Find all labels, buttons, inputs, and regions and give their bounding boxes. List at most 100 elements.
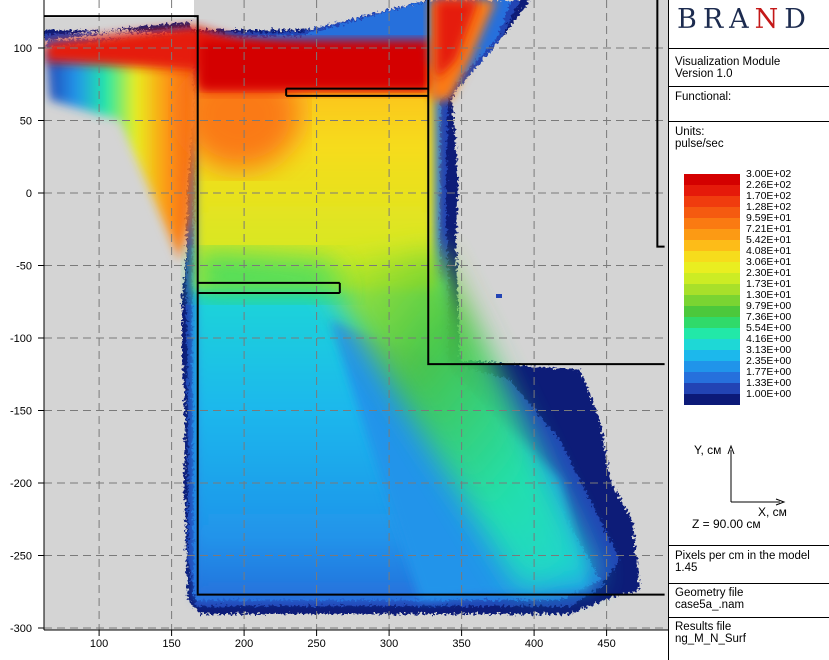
flux-plot[interactable]: 100 50 0 -50 -100 -150 -200 -250 -300 100 150 200 25… — [0, 0, 668, 660]
grid — [44, 0, 668, 640]
y-tick-label: -100 — [10, 333, 32, 345]
y-arrow-head — [727, 444, 735, 455]
divider — [669, 617, 829, 618]
units-section: Units: pulse/sec — [669, 124, 829, 152]
x-axis-band — [0, 630, 668, 660]
results-section: Results file ng_M_N_Surf — [669, 619, 829, 647]
flux-region-red-core — [200, 40, 430, 88]
brand-text-accent: N — [754, 4, 785, 35]
legend-label: 7.36E+00 — [746, 311, 792, 323]
x-axis-label: X, см — [758, 505, 787, 519]
geometry-wall — [427, 0, 665, 366]
legend-label: 1.28E+02 — [746, 201, 792, 213]
flux-region-left-corridor — [46, 36, 196, 260]
legend-label: 2.35E+00 — [746, 355, 792, 367]
legend-swatch — [684, 207, 740, 218]
legend-label: 7.21E+01 — [746, 223, 792, 235]
legend-swatch — [684, 273, 740, 284]
y-tick-label: -150 — [10, 406, 32, 418]
axes-indicator: Y, см X, см Z = 90.00 см — [692, 443, 787, 531]
y-axis-band — [0, 0, 44, 660]
units-label: Units: — [675, 126, 705, 138]
legend-swatch — [684, 361, 740, 372]
geometry-outline — [44, 0, 665, 596]
legend-swatch — [684, 372, 740, 383]
x-tick-label: 100 — [90, 638, 108, 650]
legend-label: 1.77E+00 — [746, 366, 792, 378]
legend-label: 5.42E+01 — [746, 234, 792, 246]
units-value: pulse/sec — [675, 138, 724, 150]
legend-label: 3.00E+02 — [746, 168, 792, 180]
x-tick-label: 350 — [452, 638, 470, 650]
legend-label: 1.70E+02 — [746, 190, 792, 202]
legend-label: 2.26E+02 — [746, 179, 792, 191]
y-tick-label: 0 — [26, 188, 32, 200]
legend-swatch — [684, 240, 740, 251]
legend-label: 4.16E+00 — [746, 333, 792, 345]
legend-swatch — [684, 339, 740, 350]
y-tick-label: -50 — [16, 261, 32, 273]
legend-swatch — [684, 196, 740, 207]
x-tick-label: 250 — [307, 638, 325, 650]
z-value: Z = 90.00 см — [692, 517, 761, 531]
module-name: Visualization Module — [675, 56, 781, 68]
flux-field — [44, 0, 640, 614]
legend-swatch — [684, 383, 740, 394]
brand-text-1: BRA — [677, 4, 755, 35]
flux-region-green — [196, 250, 350, 300]
legend-swatch — [684, 218, 740, 229]
x-tick-label: 150 — [162, 638, 180, 650]
legend-swatch — [684, 185, 740, 196]
divider — [669, 121, 829, 122]
legend-swatch — [684, 328, 740, 339]
pixels-label: Pixels per cm in the model — [675, 550, 810, 562]
opening-white — [44, 0, 194, 18]
legend-label: 1.00E+00 — [746, 388, 792, 400]
divider — [669, 86, 829, 87]
legend-label: 1.30E+01 — [746, 289, 792, 301]
legend-swatch — [684, 229, 740, 240]
legend-label: 3.13E+00 — [746, 344, 792, 356]
brand-text-2: D — [784, 4, 812, 35]
x-tick-label: 400 — [525, 638, 543, 650]
x-tick-label: 300 — [380, 638, 398, 650]
legend-label: 9.59E+01 — [746, 212, 792, 224]
y-tick-label: -300 — [10, 623, 32, 635]
legend-label: 9.79E+00 — [746, 300, 792, 312]
legend-label: 1.33E+00 — [746, 377, 792, 389]
y-axis-label: Y, см — [694, 443, 721, 457]
x-tick-label: 450 — [597, 638, 615, 650]
flux-speck — [496, 294, 502, 298]
pixels-value: 1.45 — [675, 562, 698, 574]
divider — [669, 583, 829, 584]
legend-swatch — [684, 295, 740, 306]
geometry-wall — [656, 0, 665, 248]
y-tick-label: 50 — [20, 116, 32, 128]
x-tick-label: 200 — [235, 638, 253, 650]
legend-swatch — [684, 350, 740, 361]
legend-label: 1.73E+01 — [746, 278, 792, 290]
legend-swatch — [684, 174, 740, 185]
flux-region-source-core — [436, 0, 478, 80]
y-tick-label: 100 — [14, 43, 32, 55]
legend-label: 4.08E+01 — [746, 245, 792, 257]
module-version: Version 1.0 — [675, 68, 733, 80]
geometry-value: case5a_.nam — [675, 599, 745, 611]
y-tick-label: -200 — [10, 478, 32, 490]
pixels-section: Pixels per cm in the model 1.45 — [669, 548, 829, 576]
results-value: ng_M_N_Surf — [675, 633, 746, 645]
brand-logo: BRAND — [677, 4, 812, 35]
legend-swatch — [684, 317, 740, 328]
geometry-section: Geometry file case5a_.nam — [669, 585, 829, 613]
legend-swatch — [684, 284, 740, 295]
x-arrow-head — [775, 498, 786, 506]
axes: 100 50 0 -50 -100 -150 -200 -250 -300 100 150 200 25… — [0, 0, 668, 660]
legend-swatch — [684, 394, 740, 405]
legend-swatch — [684, 251, 740, 262]
functional-label: Functional: — [675, 91, 732, 103]
geometry-label: Geometry file — [675, 587, 744, 599]
flux-region-streak — [320, 250, 600, 590]
geometry-wall — [44, 15, 665, 596]
y-tick-label: -250 — [10, 551, 32, 563]
info-panel: BRAND Visualization Module Version 1.0 F… — [668, 0, 829, 660]
